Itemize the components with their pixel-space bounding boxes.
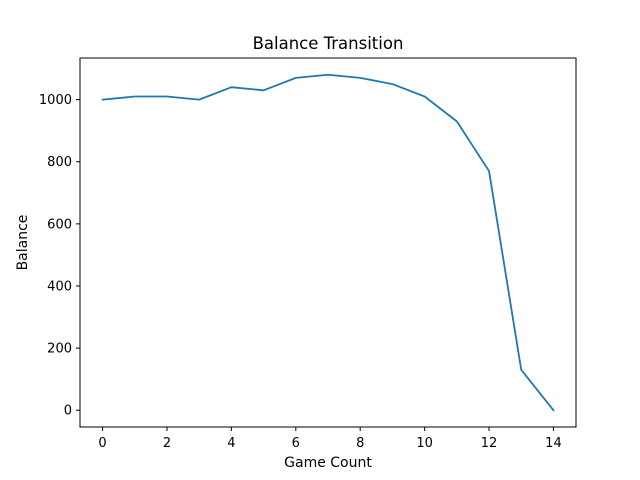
x-axis-ticks: 0 2 4 6 8 10 12 14 xyxy=(98,427,562,451)
y-tick-label: 1000 xyxy=(39,93,72,108)
x-tick-label: 12 xyxy=(481,436,498,451)
plot-area xyxy=(80,58,576,427)
x-tick-label: 14 xyxy=(545,436,562,451)
x-tick-label: 4 xyxy=(227,436,235,451)
plot-frame xyxy=(79,57,577,428)
x-tick-label: 0 xyxy=(98,436,106,451)
y-axis-ticks: 0 200 400 600 800 1000 xyxy=(39,93,80,419)
x-tick-label: 6 xyxy=(292,436,300,451)
x-axis-label: Game Count xyxy=(284,455,372,471)
y-tick-label: 600 xyxy=(47,217,72,232)
series-line xyxy=(101,73,555,412)
x-tick-label: 8 xyxy=(356,436,364,451)
y-tick-label: 0 xyxy=(64,404,72,419)
chart-title: Balance Transition xyxy=(253,34,404,53)
y-tick-label: 400 xyxy=(47,279,72,294)
x-tick-label: 2 xyxy=(163,436,171,451)
series-layer xyxy=(101,73,555,412)
y-tick-label: 800 xyxy=(47,155,72,170)
x-tick-label: 10 xyxy=(416,436,433,451)
y-tick-label: 200 xyxy=(47,342,72,357)
y-axis-label: Balance xyxy=(15,215,31,271)
